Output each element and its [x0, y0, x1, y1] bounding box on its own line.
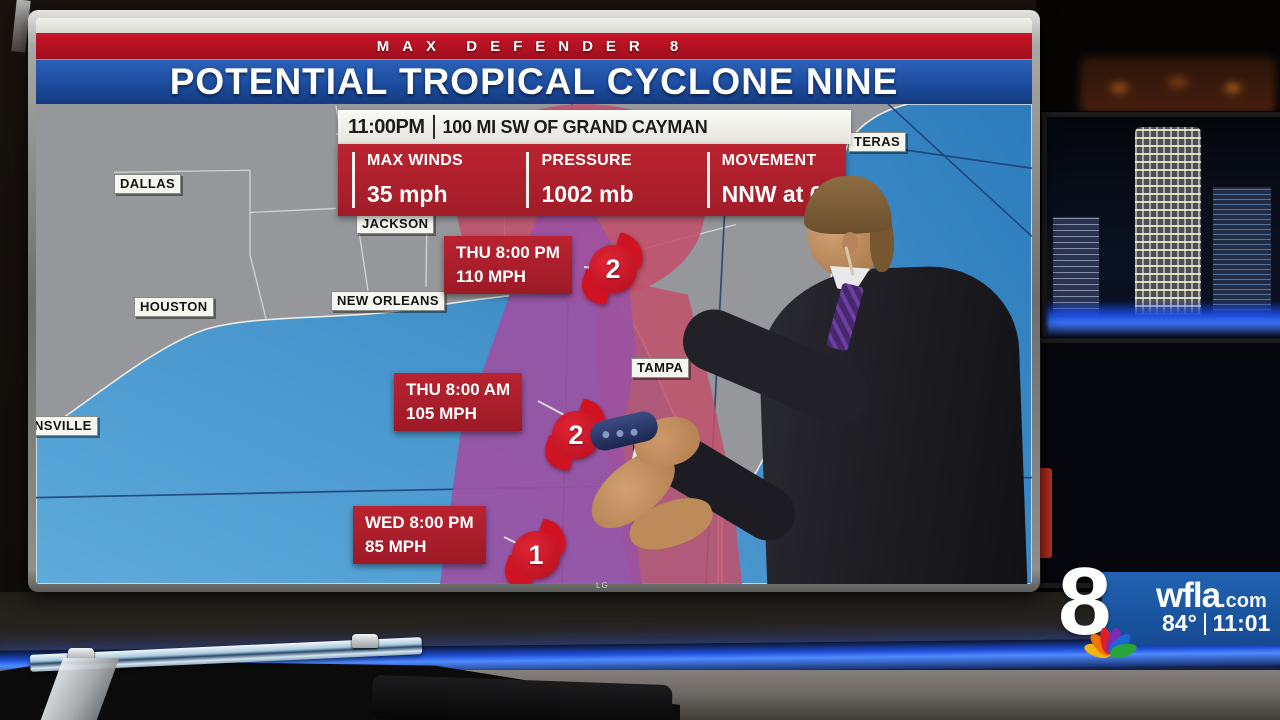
city-label: JACKSON: [356, 214, 435, 234]
program-banner: MAX DEFENDER 8: [36, 33, 1032, 59]
hurricane-category: 2: [589, 245, 637, 293]
status-divider: [432, 115, 435, 139]
desk-bolt: [352, 634, 378, 648]
hurricane-symbol-cat2: 2: [577, 232, 649, 306]
city-label: TAMPA: [631, 358, 690, 378]
station-url: wfla.com: [1156, 576, 1267, 616]
hurricane-symbol-cat1: 1: [500, 518, 572, 584]
advisory-time: 11:00PM: [348, 115, 425, 138]
bug-temp-time: 84° 11:01: [1162, 610, 1270, 637]
station-site-name: wfla: [1156, 576, 1221, 615]
forecast-time: WED 8:00 PM: [365, 513, 474, 532]
hurricane-category: 2: [552, 411, 600, 459]
monitor-building: [1053, 217, 1099, 315]
monitor-building: [1135, 127, 1201, 315]
stat-label: PRESSURE: [541, 152, 632, 169]
stat-max-winds: MAX WINDS 35 mph: [352, 152, 512, 208]
monitor-building: [1213, 187, 1271, 315]
forecast-label-wed-pm: WED 8:00 PM 85 MPH: [353, 506, 486, 564]
current-temperature: 84°: [1162, 610, 1197, 636]
city-label: NSVILLE: [36, 416, 98, 436]
storm-status-bar: 11:00PM 100 MI SW OF GRAND CAYMAN: [338, 110, 851, 144]
forecast-time: THU 8:00 PM: [456, 243, 560, 262]
presenter-hair: [804, 176, 892, 234]
station-bug-background: [1102, 572, 1280, 646]
studio-background-lights: [1080, 56, 1276, 114]
monitor-scene: [1041, 343, 1280, 583]
monitor-bridge-lights: [1047, 301, 1280, 335]
city-label: DALLAS: [114, 174, 182, 194]
city-label: HOUSTON: [134, 297, 214, 317]
city-label: NEW ORLEANS: [331, 291, 445, 311]
forecast-label-thu-am: THU 8:00 AM 105 MPH: [394, 373, 523, 431]
stat-value: 1002 mb: [541, 181, 634, 207]
current-time: 11:01: [1212, 610, 1271, 636]
storm-position: 100 MI SW OF GRAND CAYMAN: [442, 116, 708, 137]
graphic-top-strip: [36, 18, 1032, 33]
stat-value: 35 mph: [367, 181, 448, 207]
city-label: TERAS: [848, 132, 907, 152]
stat-pressure: PRESSURE 1002 mb: [526, 152, 692, 208]
forecast-wind: 85 MPH: [365, 537, 427, 556]
program-title: MAX DEFENDER 8: [376, 37, 692, 55]
hurricane-category: 1: [512, 531, 560, 579]
stat-movement: MOVEMENT NNW at 6: [706, 152, 846, 208]
forecast-wind: 110 MPH: [456, 267, 526, 286]
storm-stats-panel: MAX WINDS 35 mph PRESSURE 1002 mb MOVEME…: [338, 144, 846, 216]
station-site-tld: .com: [1220, 590, 1267, 612]
stat-label: MOVEMENT: [721, 152, 817, 169]
forecast-label-thu-pm: THU 8:00 PM 110 MPH: [444, 236, 572, 294]
presenter-suit: [756, 263, 1028, 584]
headline-text: POTENTIAL TROPICAL CYCLONE NINE: [169, 60, 899, 102]
stat-label: MAX WINDS: [367, 152, 464, 169]
stat-value: NNW at 6: [721, 181, 823, 207]
forecast-wind: 105 MPH: [406, 404, 477, 423]
studio-video-wall: MAX DEFENDER 8 POTENTIAL TROPICAL CYCLON…: [28, 10, 1040, 592]
nbc-peacock-icon: [1074, 610, 1146, 661]
tv-brand-logo: LG: [596, 581, 609, 590]
weather-graphic-screen: MAX DEFENDER 8 POTENTIAL TROPICAL CYCLON…: [36, 18, 1032, 584]
forecast-time: THU 8:00 AM: [406, 380, 511, 399]
hurricane-symbol-cat2: 2: [540, 398, 612, 472]
studio-monitor-city-night: [1042, 112, 1280, 342]
headline-banner: POTENTIAL TROPICAL CYCLONE NINE: [36, 59, 1032, 104]
studio-monitor-building-night: [1036, 338, 1280, 588]
bug-divider: [1203, 612, 1206, 635]
